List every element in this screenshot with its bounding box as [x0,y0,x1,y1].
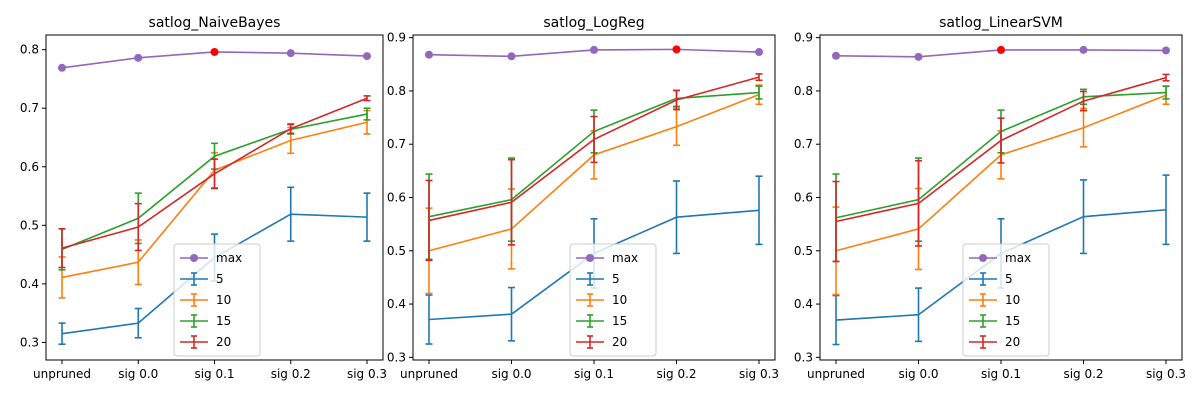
x-tick-label: unpruned [807,367,865,381]
x-tick-label: sig 0.2 [271,367,311,381]
x-tick-label: sig 0.0 [491,367,531,381]
x-tick-label: sig 0.3 [1146,367,1186,381]
y-tick-label: 0.8 [387,84,406,98]
chart-panel-1: satlog_NaiveBayes 0.3 0.4 0.5 0.6 0.7 0.8 unpru… [20,15,387,381]
legend-label: 10 [216,293,231,307]
x-tick-label: unpruned [33,367,91,381]
x-tick-label: sig 0.0 [118,367,158,381]
max-point [914,52,923,61]
series-line-20 [428,76,760,222]
legend-label: 5 [216,272,224,286]
y-tick-label: 0.4 [20,277,39,291]
y-tick-label: 0.4 [387,297,406,311]
x-tick-label: sig 0.3 [347,367,387,381]
legend-label: max [216,251,242,265]
chart-title: satlog_NaiveBayes [149,15,281,31]
y-tick-label: 0.3 [20,335,39,349]
legend-label: 10 [612,293,627,307]
max-point [425,50,433,59]
max-point [286,49,295,58]
chart-title: satlog_LinearSVM [939,15,1063,31]
y-tick-label: 0.3 [387,350,406,364]
legend-label: 20 [1005,335,1020,349]
y-tick-label: 0.4 [794,297,813,311]
legend-label: max [612,251,638,265]
max-point [1162,46,1170,55]
legend-box [962,243,1050,357]
legend-box [173,243,261,357]
max-point [590,45,598,54]
series-line-20 [61,97,368,249]
legend-label: max [1005,251,1031,265]
legend-label: 20 [612,335,627,349]
y-tick-label: 0.5 [387,244,406,258]
max-point [1079,45,1088,54]
series-20 [58,95,371,269]
y-tick-label: 0.7 [20,101,39,115]
y-tick-label: 0.8 [20,43,39,57]
series-line-20 [835,76,1167,223]
max-point [755,48,763,57]
x-tick-label: sig 0.1 [981,367,1021,381]
y-tick-label: 0.8 [794,84,813,98]
x-tick-label: sig 0.2 [656,367,696,381]
x-tick-label: sig 0.1 [194,367,234,381]
y-tick-label: 0.6 [794,191,813,205]
x-tick-label: sig 0.2 [1063,367,1103,381]
max-point-best [210,47,219,56]
legend-box [569,243,657,357]
plot-frame [819,34,1183,361]
legend: max 5 10 15 20 [569,243,657,357]
max-point [832,51,840,60]
max-point [363,52,371,61]
x-tick-label: unpruned [400,367,458,381]
plot-frame [412,34,776,361]
y-tick-label: 0.7 [387,137,406,151]
chart-panel-3: satlog_LinearSVM 0.3 0.4 0.5 0.6 0.7 0.8 0.9 unp… [794,15,1186,381]
series-line-15 [61,113,368,251]
legend-label: 5 [612,272,620,286]
series-20 [425,73,763,262]
max-point [134,53,143,62]
legend: max 5 10 15 20 [962,243,1050,357]
x-tick-label: sig 0.3 [739,367,779,381]
legend-label: 15 [216,314,231,328]
y-tick-label: 0.3 [794,350,813,364]
chart-title: satlog_LogReg [543,15,644,31]
max-point [58,63,66,72]
max-point [507,52,516,61]
y-tick-label: 0.6 [20,160,39,174]
y-tick-label: 0.9 [387,31,406,45]
legend-marker [190,254,198,262]
series-20 [832,73,1170,263]
legend-label: 10 [1005,293,1020,307]
x-tick-label: sig 0.1 [574,367,614,381]
legend-label: 15 [1005,314,1020,328]
legend-marker [979,254,987,262]
max-point-best [997,45,1005,54]
y-tick-label: 0.6 [387,191,406,205]
plot-frame [45,34,384,361]
legend-label: 15 [612,314,627,328]
max-point-best [672,45,681,54]
y-tick-label: 0.7 [794,137,813,151]
y-tick-label: 0.5 [794,244,813,258]
legend: max 5 10 15 20 [173,243,261,357]
x-tick-label: sig 0.0 [898,367,938,381]
y-tick-label: 0.9 [794,31,813,45]
legend-label: 5 [1005,272,1013,286]
legend-label: 20 [216,335,231,349]
y-tick-label: 0.5 [20,218,39,232]
legend-marker [586,254,594,262]
chart-panel-2: satlog_LogReg 0.3 0.4 0.5 0.6 0.7 0.8 0.9 unprun… [387,15,779,381]
